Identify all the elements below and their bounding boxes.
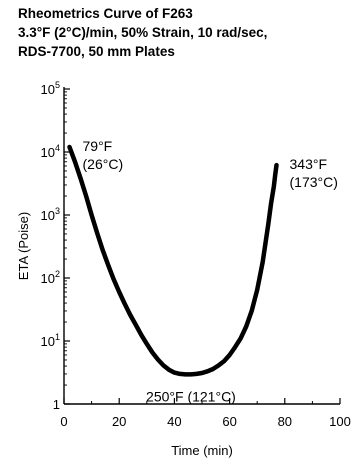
x-tick-labels: 0 20 40 60 80 100 [60, 414, 350, 429]
chart-title: Rheometrics Curve of F263 3.3°F (2°C)/mi… [18, 4, 358, 61]
x-tick-label: 40 [167, 414, 181, 429]
chart-title-line-2: 3.3°F (2°C)/min, 50% Strain, 10 rad/sec, [18, 25, 268, 40]
chart-title-line-1: Rheometrics Curve of F263 [18, 6, 193, 21]
x-tick-label: 0 [60, 414, 67, 429]
chart-title-line-3: RDS-7700, 50 mm Plates [18, 44, 175, 59]
y-tick-labels: 1 101 102 103 104 105 [41, 80, 60, 412]
y-tick-label: 103 [41, 206, 60, 223]
x-tick-label: 100 [329, 414, 351, 429]
annotation-0-line-1: (26°C) [83, 156, 124, 172]
y-tick-label: 105 [41, 80, 60, 97]
x-tick-label: 20 [112, 414, 126, 429]
x-tick-label: 60 [222, 414, 236, 429]
annotation-0-line-0: 79°F [83, 138, 113, 154]
x-axis-label: Time (min) [171, 443, 233, 458]
annotations: 79°F (26°C) 343°F (173°C) 250°F (121°C) [83, 138, 338, 404]
annotation-1-line-1: (173°C) [290, 174, 338, 190]
axes [63, 87, 340, 405]
y-tick-label: 101 [41, 332, 60, 349]
y-tick-label: 1 [53, 397, 60, 412]
y-axis-label: ETA (Poise) [16, 212, 31, 280]
tick-marks [63, 88, 341, 405]
y-tick-label: 104 [41, 143, 60, 160]
annotation-2-line-0: 250°F (121°C) [146, 388, 236, 404]
series-line-0 [67, 144, 279, 377]
y-tick-label: 102 [41, 269, 60, 286]
annotation-1-line-0: 343°F [290, 156, 328, 172]
series [67, 144, 279, 377]
x-tick-label: 80 [278, 414, 292, 429]
